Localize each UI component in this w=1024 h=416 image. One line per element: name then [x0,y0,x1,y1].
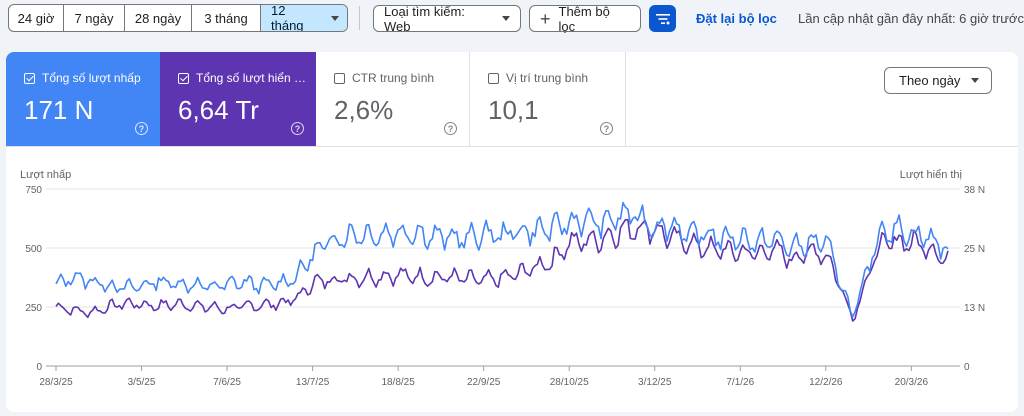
search-type-label: Loại tìm kiếm: Web [384,3,465,34]
metric-value: 2,6% [334,95,394,125]
right-tick-label: 13 N [964,303,985,314]
series-line [55,218,949,322]
left-axis-label: Lượt nhấp [20,169,71,181]
x-axis-ticks: 28/3/25 3/5/25 7/6/25 13/7/25 18/8/25 22/9/25… [39,366,928,388]
metric-average-position[interactable]: Vị trí trung bình 10,1 ? [470,52,626,146]
metric-label: Vị trí trung bình [506,71,589,85]
checkbox-icon[interactable] [488,72,499,84]
x-tick-label: 12/2/26 [809,377,843,388]
range-12m-button[interactable]: 12 tháng [261,5,347,31]
range-12m-label: 12 tháng [271,4,304,32]
x-tick-label: 3/12/25 [638,377,672,388]
metric-label: CTR trung bình [352,71,435,85]
x-tick-label: 13/7/25 [296,377,330,388]
reset-filters-link[interactable]: Đặt lại bộ lọc [696,11,777,26]
help-icon[interactable]: ? [444,122,457,135]
plus-icon: + [540,8,551,29]
x-tick-label: 22/9/25 [467,377,501,388]
checkbox-icon[interactable] [334,72,345,84]
date-range-selector: 24 giờ 7 ngày 28 ngày 3 tháng 12 tháng [8,4,348,32]
x-tick-label: 28/10/25 [550,377,589,388]
chevron-down-icon [971,78,979,83]
left-axis-ticks: 750 500 250 0 [25,185,42,373]
chart-grid [46,188,960,367]
toolbar-divider [359,6,360,30]
x-tick-label: 28/3/25 [39,377,73,388]
metric-total-clicks[interactable]: Tổng số lượt nhấp 171 N ? [6,52,160,146]
filter-list-icon [655,13,670,24]
performance-chart[interactable]: Lượt nhấp Lượt hiển thị 750 500 250 0 38 N 2… [0,158,1024,402]
metric-label: Tổng số lượt hiển … [196,71,306,85]
add-filter-button[interactable]: + Thêm bộ lọc [529,3,641,34]
right-tick-label: 25 N [964,244,985,255]
left-tick-label: 0 [36,362,42,373]
last-updated-text: Lần cập nhật gần đây nhất: 6 giờ trước [798,11,1024,26]
range-3m-button[interactable]: 3 tháng [192,5,261,31]
chevron-down-icon [502,16,510,21]
x-tick-label: 7/6/25 [213,377,241,388]
granularity-label: Theo ngày [899,73,961,88]
right-axis-ticks: 38 N 25 N 13 N 0 [964,185,985,373]
checkbox-icon[interactable] [24,72,35,84]
chart-lines [55,201,949,322]
x-tick-label: 20/3/26 [895,377,929,388]
help-icon[interactable]: ? [135,122,148,135]
search-type-dropdown[interactable]: Loại tìm kiếm: Web [373,3,521,34]
right-tick-label: 38 N [964,185,985,196]
left-tick-label: 250 [25,303,42,314]
filter-settings-button[interactable] [649,5,676,32]
left-tick-label: 500 [25,244,42,255]
metric-value: 6,64 Tr [178,95,259,125]
metric-average-ctr[interactable]: CTR trung bình 2,6% ? [316,52,470,146]
x-tick-label: 7/1/26 [726,377,754,388]
help-icon[interactable]: ? [291,122,304,135]
x-tick-label: 3/5/25 [128,377,156,388]
checkbox-icon[interactable] [178,72,189,84]
help-icon[interactable]: ? [600,122,613,135]
metric-label: Tổng số lượt nhấp [42,71,141,85]
granularity-dropdown[interactable]: Theo ngày [884,67,992,94]
right-tick-label: 0 [964,362,970,373]
range-24h-button[interactable]: 24 giờ [9,5,64,31]
chevron-down-icon [331,15,339,21]
right-axis-label: Lượt hiển thị [900,169,962,181]
range-7d-button[interactable]: 7 ngày [64,5,125,31]
metric-value: 171 N [24,95,94,125]
add-filter-label: Thêm bộ lọc [558,3,610,34]
performance-card: Tổng số lượt nhấp 171 N ? Tổng số lượt h… [6,52,1018,412]
metric-total-impressions[interactable]: Tổng số lượt hiển … 6,64 Tr ? [160,52,316,146]
left-tick-label: 750 [25,185,42,196]
toolbar: 24 giờ 7 ngày 28 ngày 3 tháng 12 tháng L… [0,0,1024,40]
series-line [55,201,949,318]
x-tick-label: 18/8/25 [381,377,415,388]
range-28d-button[interactable]: 28 ngày [125,5,192,31]
metric-value: 10,1 [488,95,539,125]
metrics-divider [6,146,1018,147]
